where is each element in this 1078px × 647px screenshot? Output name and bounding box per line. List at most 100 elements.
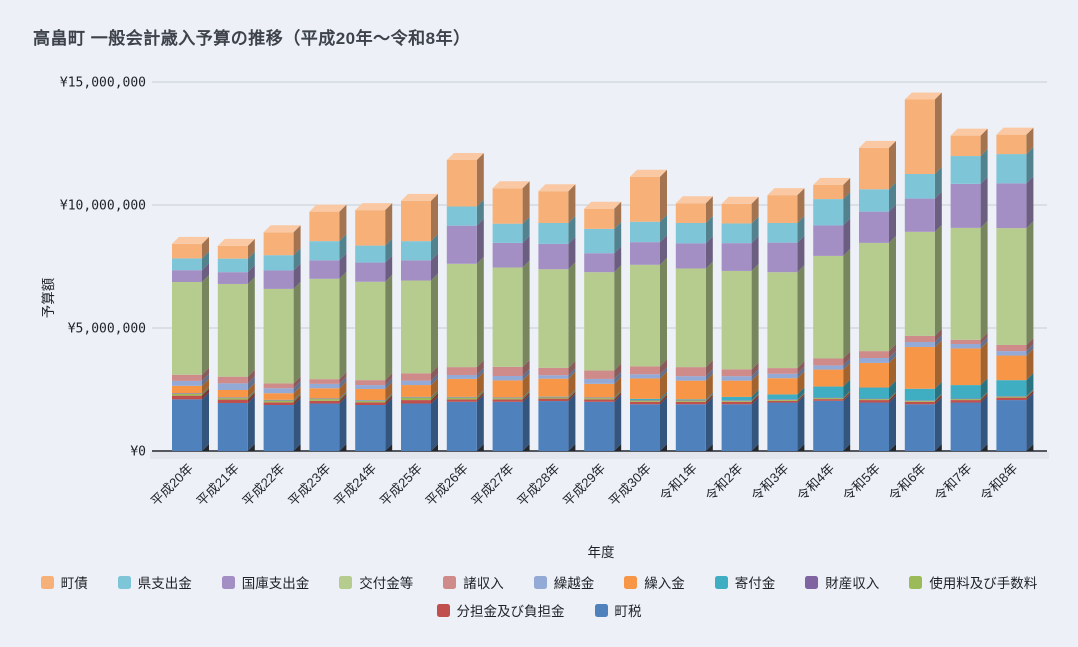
bar-segment[interactable] [859, 211, 889, 243]
bar-segment[interactable] [492, 375, 523, 381]
legend-item-0[interactable]: 町債 [40, 572, 88, 592]
bar-segment[interactable] [996, 355, 1027, 381]
bar-segment[interactable] [309, 383, 340, 389]
bar-segment[interactable] [996, 397, 1027, 401]
bar-segment[interactable] [721, 380, 752, 397]
bar-segment[interactable] [538, 378, 569, 397]
bar-segment[interactable] [950, 183, 981, 228]
bar-segment[interactable] [630, 378, 660, 399]
bar-segment[interactable] [263, 255, 294, 271]
bar-segment[interactable] [172, 270, 202, 282]
bar-segment[interactable] [950, 339, 981, 344]
bar-segment[interactable] [859, 399, 889, 401]
bar-segment[interactable] [950, 348, 981, 386]
bar-segment[interactable] [172, 380, 202, 386]
bar-segment[interactable] [446, 367, 477, 375]
bar-segment[interactable] [401, 373, 431, 381]
bar-segment[interactable] [309, 241, 340, 261]
bar-segment[interactable] [813, 399, 844, 401]
bar-segment[interactable] [584, 378, 615, 384]
bar-segment[interactable] [675, 401, 706, 405]
bar-segment[interactable] [355, 402, 386, 405]
bar-segment[interactable] [767, 400, 798, 403]
bar-segment[interactable] [172, 385, 202, 394]
bar-segment[interactable] [309, 260, 340, 279]
bar-segment[interactable] [217, 389, 248, 398]
bar-segment[interactable] [721, 243, 752, 271]
bar-segment[interactable] [309, 400, 340, 404]
bar-segment[interactable] [904, 401, 935, 405]
bar-segment[interactable] [996, 380, 1027, 397]
bar-segment[interactable] [172, 399, 202, 451]
bar-segment[interactable] [584, 208, 615, 229]
bar-segment[interactable] [355, 210, 386, 246]
bar-segment[interactable] [675, 404, 706, 451]
bar-segment[interactable] [721, 203, 752, 224]
bar-segment[interactable] [263, 288, 294, 384]
bar-segment[interactable] [859, 242, 889, 352]
bar-segment[interactable] [355, 380, 386, 386]
bar-segment[interactable] [996, 344, 1027, 352]
bar-segment[interactable] [721, 270, 752, 370]
bar-segment[interactable] [767, 402, 798, 451]
bar-segment[interactable] [675, 380, 706, 400]
bar-segment[interactable] [263, 402, 294, 405]
bar-segment[interactable] [996, 400, 1027, 451]
bar-segment[interactable] [446, 206, 477, 226]
legend-item-7[interactable]: 寄付金 [714, 572, 775, 592]
bar-segment[interactable] [584, 398, 615, 400]
bar-segment[interactable] [263, 388, 294, 394]
bar-segment[interactable] [630, 374, 660, 379]
bar-segment[interactable] [767, 195, 798, 223]
bar-segment[interactable] [721, 404, 752, 451]
bar-segment[interactable] [813, 400, 844, 451]
bar-segment[interactable] [172, 374, 202, 381]
legend-item-2[interactable]: 国庫支出金 [221, 572, 309, 592]
bar-segment[interactable] [446, 399, 477, 402]
bar-segment[interactable] [767, 373, 798, 379]
bar-segment[interactable] [309, 399, 340, 401]
bar-segment[interactable] [813, 358, 844, 366]
bar-segment[interactable] [446, 401, 477, 451]
bar-segment[interactable] [950, 227, 981, 340]
bar-segment[interactable] [630, 366, 660, 375]
bar-segment[interactable] [630, 398, 660, 401]
bar-segment[interactable] [401, 380, 431, 386]
bar-segment[interactable] [721, 369, 752, 377]
bar-segment[interactable] [401, 385, 431, 397]
bar-segment[interactable] [492, 267, 523, 367]
bar-segment[interactable] [538, 243, 569, 270]
bar-segment[interactable] [217, 376, 248, 384]
bar-segment[interactable] [950, 135, 981, 157]
bar-segment[interactable] [217, 272, 248, 284]
bar-segment[interactable] [217, 245, 248, 259]
bar-segment[interactable] [904, 404, 935, 451]
bar-segment[interactable] [767, 394, 798, 400]
bar-segment[interactable] [813, 199, 844, 226]
bar-segment[interactable] [355, 400, 386, 403]
bar-segment[interactable] [401, 241, 431, 261]
bar-segment[interactable] [630, 264, 660, 367]
bar-segment[interactable] [309, 278, 340, 380]
bar-segment[interactable] [859, 189, 889, 212]
bar-segment[interactable] [538, 398, 569, 402]
bar-segment[interactable] [538, 397, 569, 399]
bar-segment[interactable] [996, 154, 1027, 184]
legend-item-6[interactable]: 繰入金 [624, 572, 685, 592]
bar-segment[interactable] [813, 365, 844, 370]
bar-segment[interactable] [309, 388, 340, 399]
bar-segment[interactable] [630, 176, 660, 222]
bar-segment[interactable] [996, 396, 1027, 398]
bar-segment[interactable] [904, 99, 935, 175]
bar-segment[interactable] [217, 403, 248, 451]
bar-segment[interactable] [355, 281, 386, 381]
bar-segment[interactable] [904, 400, 935, 402]
bar-segment[interactable] [492, 188, 523, 224]
bar-segment[interactable] [446, 374, 477, 379]
bar-segment[interactable] [401, 397, 431, 401]
bar-segment[interactable] [950, 400, 981, 403]
bar-segment[interactable] [492, 399, 523, 402]
bar-segment[interactable] [584, 253, 615, 273]
bar-segment[interactable] [859, 358, 889, 363]
bar-segment[interactable] [859, 362, 889, 388]
